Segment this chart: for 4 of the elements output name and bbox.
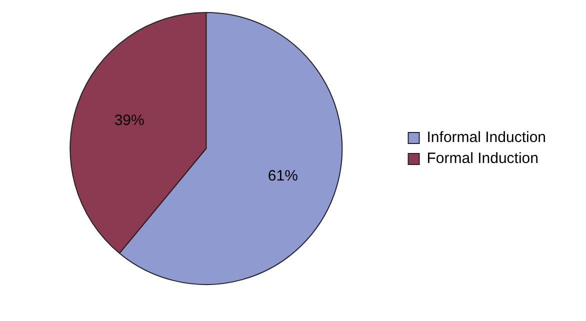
data-label: 39% (114, 112, 144, 129)
legend-label: Formal Induction (426, 150, 538, 168)
legend-label: Informal Induction (426, 129, 546, 146)
data-label: 61% (268, 167, 298, 184)
